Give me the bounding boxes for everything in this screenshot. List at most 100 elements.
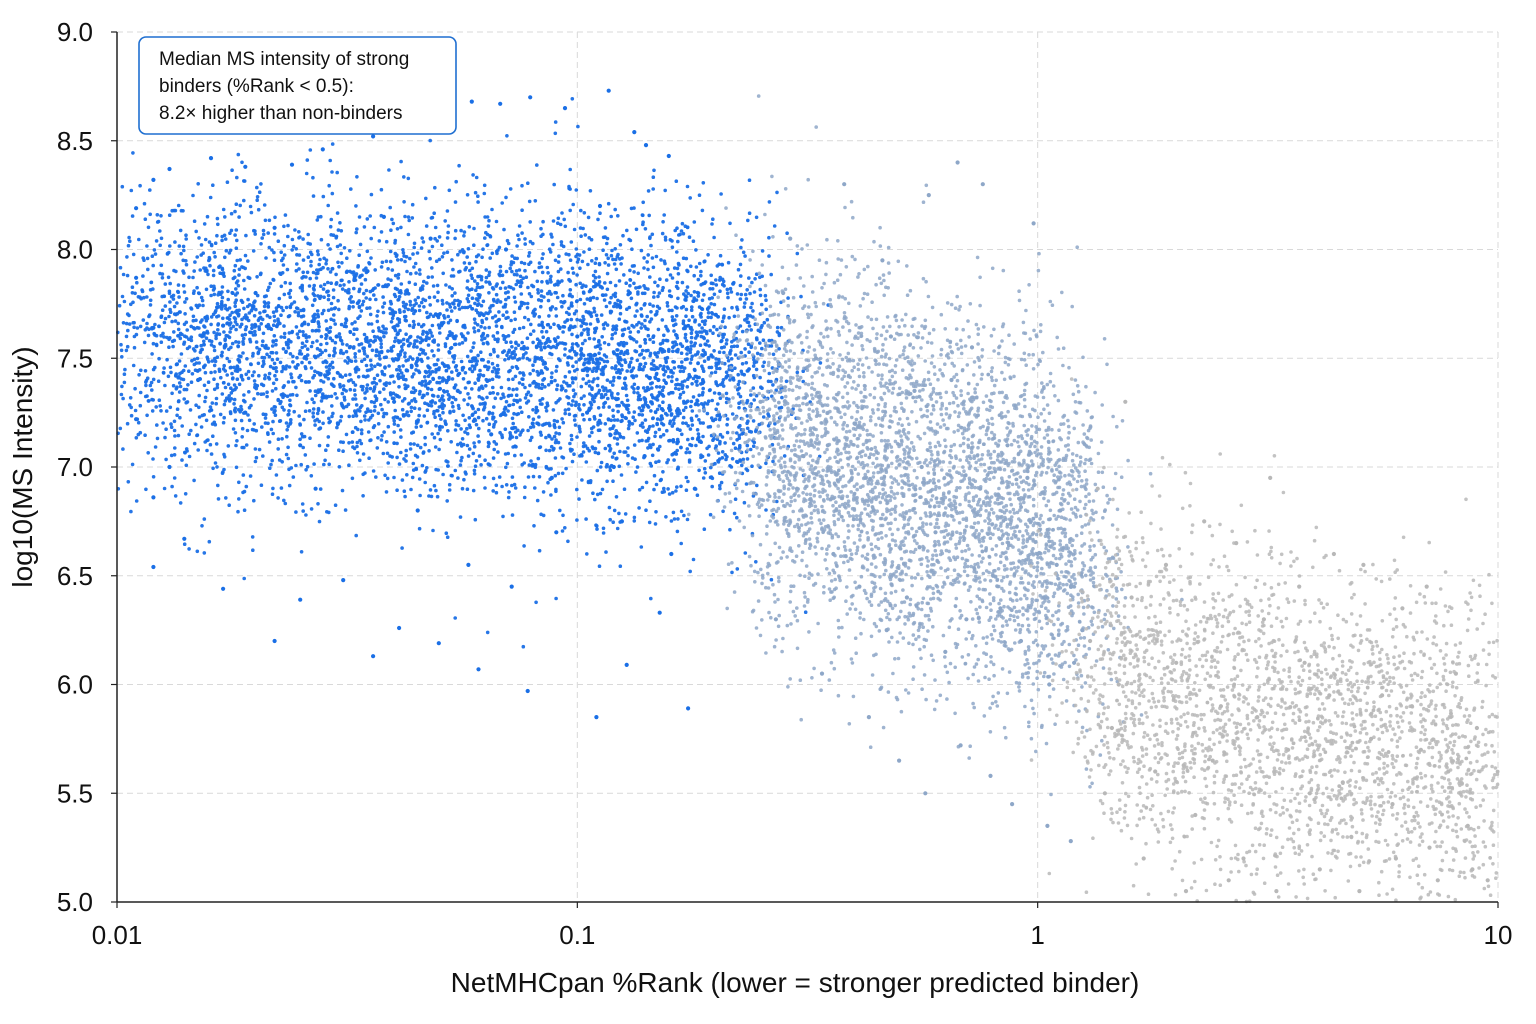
data-point (692, 343, 696, 348)
data-point (496, 450, 500, 454)
data-point (441, 271, 446, 276)
data-point (631, 415, 635, 420)
data-point (385, 451, 390, 456)
data-point (669, 390, 673, 395)
data-point (399, 159, 403, 164)
data-point (758, 375, 762, 380)
data-point (261, 228, 266, 233)
data-point (301, 274, 306, 279)
data-point (334, 272, 338, 277)
data-point (324, 448, 328, 453)
data-point (234, 246, 239, 250)
data-point (128, 396, 133, 400)
data-point (353, 320, 357, 324)
data-point (594, 523, 598, 527)
data-point (321, 396, 326, 400)
data-point (718, 366, 722, 371)
data-point (634, 349, 639, 354)
data-point (454, 368, 459, 373)
data-point (595, 527, 599, 531)
data-point (591, 273, 596, 278)
data-point (233, 263, 238, 268)
data-point (151, 457, 155, 461)
data-point (439, 396, 444, 401)
data-point (675, 280, 680, 285)
data-point (178, 310, 182, 314)
data-point (316, 312, 320, 317)
data-point (276, 317, 280, 322)
data-point (274, 369, 279, 374)
data-point (347, 280, 351, 284)
data-point (649, 310, 653, 314)
data-point (675, 250, 679, 254)
data-point (179, 352, 184, 356)
data-point (352, 388, 357, 393)
data-point (399, 435, 403, 439)
data-point (769, 379, 773, 384)
data-point (730, 457, 735, 461)
data-point (469, 349, 473, 353)
data-point (230, 341, 235, 346)
data-point (760, 386, 764, 391)
data-point (593, 261, 598, 266)
data-point (191, 314, 196, 319)
data-point (208, 442, 213, 447)
data-point (446, 392, 451, 397)
data-point (282, 224, 286, 229)
data-point (119, 348, 124, 353)
data-point (476, 378, 481, 383)
data-point (619, 473, 624, 477)
data-point (445, 535, 450, 539)
data-point (340, 287, 345, 291)
data-point (533, 357, 537, 362)
data-point (655, 417, 660, 421)
data-point (203, 395, 208, 400)
data-point (336, 298, 340, 303)
data-point (507, 285, 511, 289)
data-point (527, 199, 532, 204)
data-point (629, 296, 634, 301)
data-point (591, 285, 596, 289)
data-point (255, 391, 260, 396)
data-point (133, 408, 138, 413)
data-point (514, 393, 519, 398)
data-point (520, 231, 524, 235)
data-point (145, 244, 149, 248)
data-point (655, 422, 659, 427)
data-point (420, 383, 424, 387)
data-point (510, 483, 514, 488)
data-point (285, 342, 289, 347)
data-point (166, 275, 171, 280)
data-point (213, 461, 218, 465)
data-point (603, 321, 608, 325)
data-point (479, 303, 484, 308)
data-point (701, 476, 706, 480)
data-point (488, 309, 492, 314)
data-point (282, 324, 286, 328)
data-point (599, 372, 604, 376)
data-point (484, 317, 489, 321)
data-point (472, 329, 477, 334)
data-point (312, 400, 316, 405)
data-point (157, 324, 161, 329)
data-point (566, 401, 571, 406)
data-point (241, 351, 245, 355)
data-point (266, 231, 271, 235)
data-point (473, 418, 478, 423)
data-point (168, 336, 172, 340)
data-point (654, 385, 659, 389)
data-point (288, 398, 292, 403)
data-point (540, 382, 545, 387)
data-point (479, 350, 483, 355)
data-point (574, 254, 578, 259)
data-point (461, 365, 466, 370)
data-point (712, 324, 716, 329)
data-point (351, 380, 356, 385)
data-point (242, 179, 246, 183)
data-point (286, 445, 290, 450)
data-point (745, 398, 750, 403)
data-point (364, 363, 369, 368)
data-point (176, 433, 181, 438)
data-point (280, 271, 285, 275)
data-point (598, 413, 603, 418)
